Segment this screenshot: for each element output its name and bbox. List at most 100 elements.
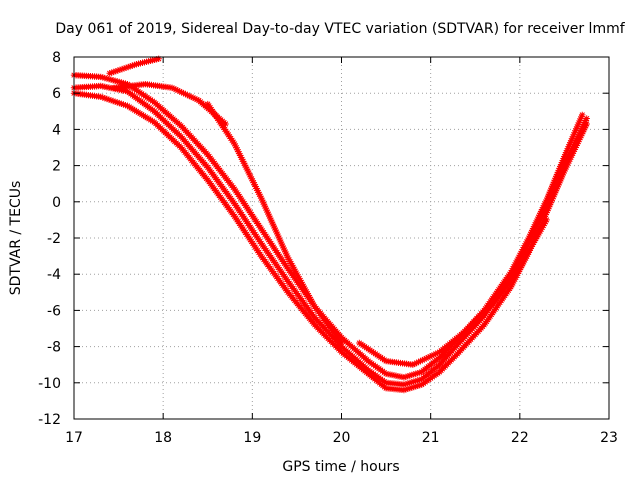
data-point: [414, 377, 421, 384]
data-point: [295, 273, 302, 280]
data-point: [109, 77, 117, 84]
data-point: [240, 160, 248, 167]
data-point: [573, 125, 580, 132]
data-point: [116, 99, 123, 107]
y-tick-label: 0: [52, 195, 61, 211]
data-point: [259, 198, 267, 206]
data-point: [558, 159, 566, 166]
data-point: [531, 237, 539, 244]
data-point: [557, 175, 565, 183]
data-point: [566, 156, 574, 163]
data-point: [554, 183, 561, 191]
data-point: [300, 282, 307, 290]
data-point: [568, 137, 575, 144]
y-axis-label: SDTVAR / TECUs: [8, 181, 24, 296]
data-point: [559, 164, 566, 171]
data-point: [556, 165, 563, 172]
data-point: [578, 113, 585, 121]
data-point: [567, 139, 574, 146]
data-point: [568, 152, 576, 159]
data-point: [554, 176, 561, 183]
data-point: [528, 243, 535, 250]
data-point: [518, 253, 526, 261]
data-point: [408, 384, 416, 391]
data-point: [262, 204, 269, 212]
y-tick-label: 8: [52, 50, 61, 66]
data-point: [301, 284, 308, 292]
data-point: [559, 171, 566, 179]
data-point: [191, 95, 199, 102]
data-point: [538, 221, 545, 228]
data-point: [568, 135, 576, 142]
data-point: [278, 240, 285, 248]
data-point: [417, 357, 424, 365]
data-point: [432, 350, 439, 358]
data-point: [572, 136, 580, 144]
data-point: [574, 121, 582, 129]
data-point: [247, 173, 254, 181]
data-point: [306, 294, 313, 301]
data-point: [520, 256, 528, 263]
data-point: [540, 207, 548, 215]
data-point: [524, 250, 531, 257]
data-point: [111, 77, 119, 85]
data-point: [97, 93, 104, 101]
data-point: [540, 215, 548, 222]
data-point: [517, 255, 525, 262]
data-point: [550, 186, 557, 193]
data-point: [112, 68, 120, 75]
data-point: [530, 239, 537, 246]
data-point: [277, 238, 285, 246]
data-point: [560, 169, 567, 177]
data-point: [222, 120, 229, 128]
data-point: [406, 372, 414, 379]
data-point: [302, 286, 309, 294]
data-point: [529, 241, 536, 248]
data-point: [557, 168, 565, 175]
data-point: [127, 63, 134, 70]
data-point: [575, 131, 583, 138]
data-point: [545, 205, 552, 212]
data-point: [255, 189, 262, 196]
data-point: [553, 173, 560, 180]
data-point: [551, 191, 558, 199]
data-point: [558, 173, 566, 181]
data-point: [571, 138, 579, 146]
data-point: [554, 169, 562, 176]
data-point: [416, 382, 423, 389]
data-point: [538, 219, 546, 226]
data-point: [260, 200, 268, 208]
data-point: [297, 277, 304, 284]
data-point: [283, 252, 291, 260]
data-point: [274, 232, 282, 240]
data-point: [561, 160, 568, 167]
data-point: [304, 290, 311, 297]
data-point: [536, 227, 544, 235]
data-point: [122, 80, 129, 87]
data-point: [282, 248, 289, 256]
data-point: [551, 184, 558, 191]
data-point: [114, 67, 122, 74]
data-point: [550, 193, 557, 201]
data-point: [539, 217, 547, 224]
data-point: [124, 63, 132, 71]
data-point: [519, 258, 527, 265]
data-point: [539, 209, 547, 217]
data-point: [530, 230, 537, 238]
data-point: [555, 181, 562, 189]
data-point: [122, 64, 130, 71]
data-point: [534, 221, 541, 228]
data-point: [537, 223, 544, 230]
data-point: [294, 271, 301, 279]
x-tick-label: 17: [65, 430, 83, 446]
data-point: [561, 153, 568, 160]
data-point: [101, 74, 109, 82]
data-point: [110, 68, 117, 76]
data-point: [532, 235, 540, 242]
data-point: [404, 380, 412, 387]
y-tick-label: -12: [38, 412, 61, 428]
data-point: [517, 261, 525, 269]
data-point: [576, 117, 583, 125]
